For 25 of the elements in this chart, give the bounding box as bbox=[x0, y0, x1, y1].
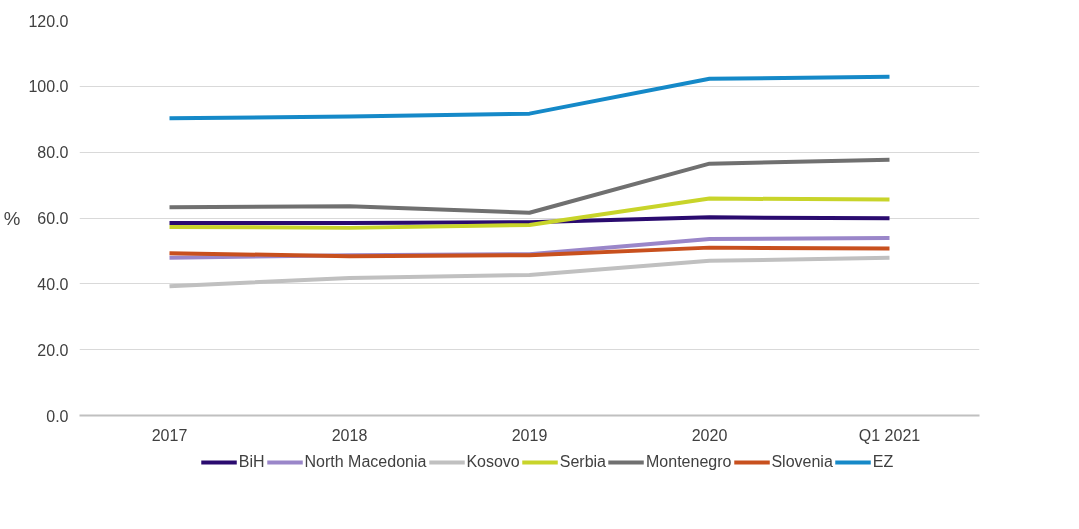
legend-label: North Macedonia bbox=[304, 453, 427, 471]
x-tick-label: 2019 bbox=[511, 426, 548, 444]
y-tick-label: 60.0 bbox=[37, 210, 69, 227]
legend-label: Kosovo bbox=[466, 453, 520, 471]
y-tick-label: 20.0 bbox=[37, 341, 69, 359]
legend-label: Serbia bbox=[559, 453, 607, 471]
legend-label: BiH bbox=[238, 453, 265, 471]
line-series bbox=[167, 245, 892, 259]
x-tick-label: 2017 bbox=[151, 426, 188, 444]
line-series bbox=[167, 255, 892, 289]
x-tick-label: 2018 bbox=[331, 426, 368, 444]
x-tick-label: Q1 2021 bbox=[858, 426, 921, 444]
y-axis-title: % bbox=[3, 207, 21, 229]
y-tick-label: 100.0 bbox=[28, 78, 69, 96]
y-tick-label: 40.0 bbox=[37, 275, 69, 293]
legend-label: EZ bbox=[872, 453, 894, 471]
line-series bbox=[167, 74, 892, 121]
y-tick-label: 0.0 bbox=[46, 407, 69, 425]
legend-label: Slovenia bbox=[771, 453, 833, 471]
y-tick-label: 120.0 bbox=[28, 12, 69, 30]
y-tick-label: 80.0 bbox=[37, 144, 69, 162]
x-tick-label: 2020 bbox=[691, 426, 728, 444]
line-series bbox=[167, 157, 892, 215]
line-series bbox=[167, 196, 892, 230]
legend-label: Montenegro bbox=[646, 453, 732, 471]
